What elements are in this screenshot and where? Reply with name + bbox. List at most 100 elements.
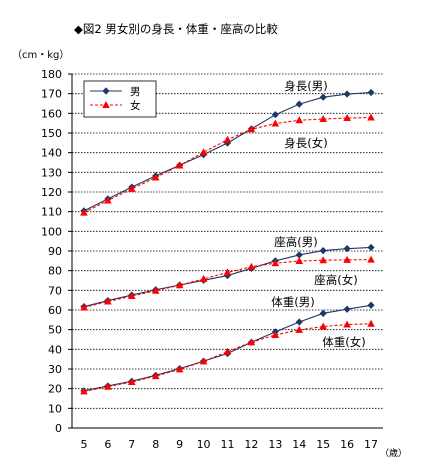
x-tick-label: 16 xyxy=(340,438,354,451)
series-annotation: 身長(男) xyxy=(284,79,327,93)
data-point-marker xyxy=(271,111,279,119)
y-tick-label: 30 xyxy=(48,363,62,376)
series-annotation: 体重(女) xyxy=(322,335,365,349)
grid-lines xyxy=(72,73,383,409)
x-tick-label: 15 xyxy=(316,438,330,451)
data-point-marker xyxy=(247,338,256,346)
data-point-marker xyxy=(271,330,280,338)
series-annotation: 体重(男) xyxy=(271,295,314,309)
x-tick-labels: 5 6 7 8 9 10 11 12 13 14 15 16 17 xyxy=(80,438,378,451)
y-tick-label: 10 xyxy=(48,402,62,415)
data-point-marker xyxy=(319,256,327,264)
y-tick-label: 170 xyxy=(41,88,62,101)
data-point-marker xyxy=(102,101,110,108)
data-point-marker xyxy=(80,208,88,216)
data-point-marker xyxy=(343,305,351,313)
y-tick-label: 130 xyxy=(41,166,62,179)
y-tick-label: 180 xyxy=(41,68,62,81)
data-point-marker xyxy=(295,116,304,124)
y-tick-label: 50 xyxy=(48,324,62,337)
x-tick-label: 13 xyxy=(268,438,282,451)
data-point-marker xyxy=(175,161,184,169)
data-point-marker xyxy=(295,257,304,265)
axes xyxy=(68,73,383,429)
y-tick-label: 140 xyxy=(41,147,62,160)
data-point-marker xyxy=(271,119,280,127)
y-tick-label: 90 xyxy=(48,245,62,258)
chart-title: ◆図2 男女別の身長・体重・座高の比較 xyxy=(74,22,278,36)
data-point-marker xyxy=(223,268,232,276)
data-point-marker xyxy=(175,281,184,289)
y-tick-label: 40 xyxy=(48,343,62,356)
data-point-marker xyxy=(319,247,327,255)
series-line xyxy=(83,116,372,214)
data-point-marker xyxy=(295,251,303,259)
data-point-marker xyxy=(367,319,375,327)
data-point-marker xyxy=(199,274,208,282)
data-point-marker xyxy=(367,243,375,252)
series-体重（女） xyxy=(80,319,375,395)
data-point-marker xyxy=(151,372,160,380)
data-point-marker xyxy=(367,255,375,263)
x-tick-label: 9 xyxy=(176,438,183,451)
data-point-marker xyxy=(295,325,304,333)
x-unit-label: （歳） xyxy=(380,447,407,459)
x-tick-label: 17 xyxy=(364,438,378,451)
legend-item: 男 xyxy=(90,86,141,98)
data-point-marker xyxy=(151,286,160,294)
data-point-marker xyxy=(128,377,136,385)
legend-item: 女 xyxy=(90,99,141,112)
data-point-marker xyxy=(151,173,160,181)
x-tick-label: 14 xyxy=(292,438,306,451)
data-point-marker xyxy=(295,100,303,108)
series-annotation: 座高(女) xyxy=(314,273,357,287)
data-point-marker xyxy=(104,297,112,305)
data-point-marker xyxy=(271,259,280,267)
y-tick-label: 20 xyxy=(48,383,62,396)
y-tick-label: 100 xyxy=(41,225,62,238)
data-point-marker xyxy=(104,382,112,390)
y-tick-label: 80 xyxy=(48,265,62,278)
data-point-marker xyxy=(247,262,256,270)
series-line xyxy=(83,323,372,392)
y-tick-label: 120 xyxy=(41,186,62,199)
y-tick-label: 110 xyxy=(41,206,62,219)
x-tick-label: 12 xyxy=(244,438,258,451)
data-point-marker xyxy=(319,322,327,330)
data-point-marker xyxy=(367,301,375,309)
data-point-marker xyxy=(367,113,375,121)
data-point-marker xyxy=(319,115,327,123)
y-tick-label: 60 xyxy=(48,304,62,317)
y-tick-label: 160 xyxy=(41,107,62,120)
data-point-marker xyxy=(247,125,256,133)
data-point-marker xyxy=(343,320,351,328)
y-tick-labels: 0 10 20 30 40 50 60 70 80 90 100 110 120 130 140 150 160… xyxy=(41,68,62,435)
y-tick-label: 70 xyxy=(48,284,62,297)
data-point-marker xyxy=(343,245,351,253)
data-point-marker xyxy=(223,347,232,355)
data-point-marker xyxy=(80,387,88,395)
legend: 男女 xyxy=(83,80,157,118)
data-point-marker xyxy=(367,88,375,97)
data-point-marker xyxy=(343,90,351,98)
series-annotations: 身長(男) 身長(女) 座高(男) 座高(女)体重(男) 体重(女) xyxy=(271,79,365,349)
data-point-marker xyxy=(102,87,110,95)
series-座高（女） xyxy=(80,255,375,311)
legend-label: 女 xyxy=(130,99,141,112)
x-tick-label: 10 xyxy=(197,438,211,451)
data-point-marker xyxy=(319,93,327,101)
data-point-marker xyxy=(223,135,232,143)
legend-label: 男 xyxy=(130,86,141,98)
data-point-marker xyxy=(80,303,88,311)
data-point-marker xyxy=(199,148,208,156)
x-tick-label: 5 xyxy=(80,438,87,451)
data-point-marker xyxy=(128,184,136,192)
data-point-marker xyxy=(319,309,327,317)
x-tick-label: 6 xyxy=(104,438,111,451)
data-point-marker xyxy=(104,196,112,204)
y-unit-label: （cm・kg） xyxy=(12,49,69,61)
y-tick-label: 150 xyxy=(41,127,62,140)
series-annotation: 座高(男) xyxy=(274,235,317,249)
